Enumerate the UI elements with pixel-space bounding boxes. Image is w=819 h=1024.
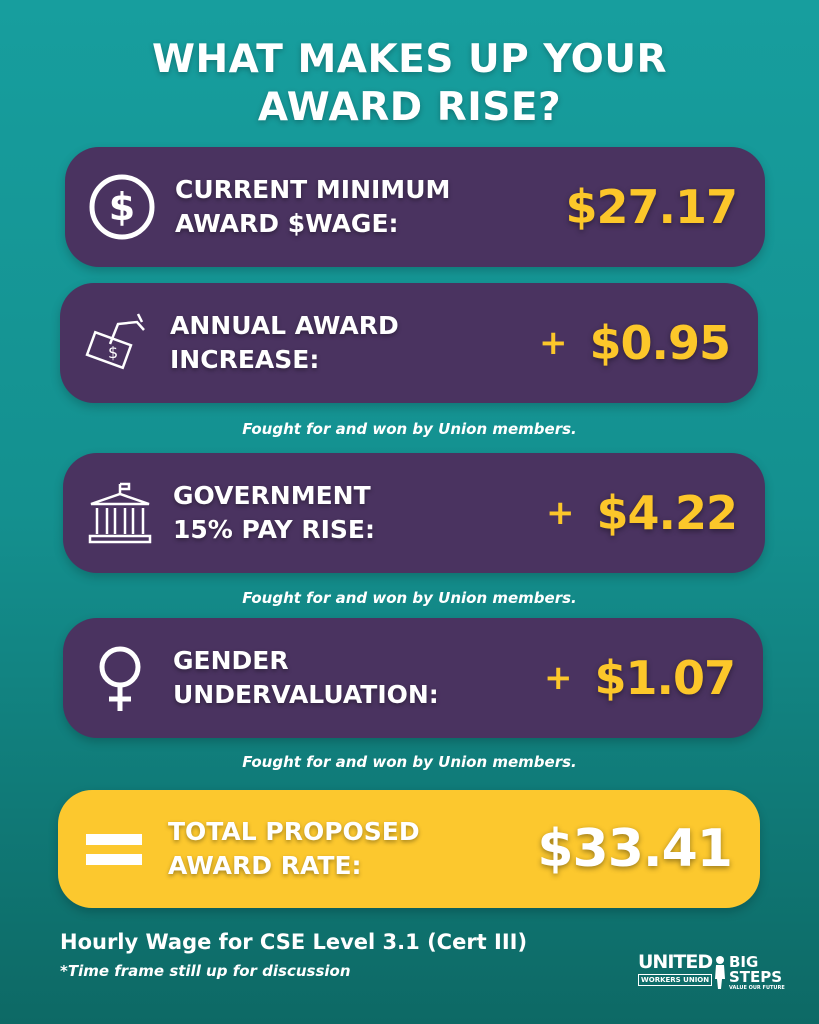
card-label: CURRENT MINIMUM AWARD $WAGE:: [175, 175, 451, 238]
plus-sign: +: [545, 493, 575, 533]
svg-text:$: $: [108, 343, 118, 362]
female-symbol-icon: [99, 646, 141, 711]
card-total: TOTAL PROPOSED AWARD RATE: $33.41: [58, 790, 760, 908]
card-label: TOTAL PROPOSED AWARD RATE:: [168, 817, 420, 880]
plus-sign: +: [543, 658, 573, 698]
big-steps-logo: BIG STEPS VALUE OUR FUTURE: [712, 955, 785, 991]
card-current-wage: $ CURRENT MINIMUM AWARD $WAGE: $27.17: [65, 147, 765, 267]
card-amount: $4.22: [596, 486, 738, 540]
card-amount: $27.17: [565, 180, 738, 234]
footer-wage-note: Hourly Wage for CSE Level 3.1 (Cert III): [60, 930, 528, 954]
card-gender-undervaluation: GENDER UNDERVALUATION: + $1.07: [63, 618, 763, 738]
card-amount: $0.95: [589, 316, 731, 370]
plus-sign: +: [538, 323, 568, 363]
caption: Fought for and won by Union members.: [242, 589, 577, 607]
caption: Fought for and won by Union members.: [242, 753, 577, 771]
card-amount: $1.07: [594, 651, 736, 705]
child-figure-icon: [715, 956, 725, 989]
caption: Fought for and won by Union members.: [242, 420, 577, 438]
dollar-coin-icon: $: [89, 174, 155, 240]
page-title: WHAT MAKES UP YOUR AWARD RISE?: [151, 37, 668, 130]
hand-money-icon: $: [85, 313, 145, 370]
card-label: GENDER UNDERVALUATION:: [173, 646, 439, 709]
card-label: GOVERNMENT 15% PAY RISE:: [173, 481, 375, 544]
united-workers-union-logo: UNITED WORKERS UNION: [638, 951, 713, 986]
card-label: ANNUAL AWARD INCREASE:: [170, 311, 399, 374]
card-annual-increase: $ ANNUAL AWARD INCREASE: + $0.95: [60, 283, 758, 403]
footer-timeframe-note: *Time frame still up for discussion: [60, 962, 351, 980]
svg-text:$: $: [109, 185, 135, 229]
equals-icon: [86, 834, 142, 865]
government-building-icon: [88, 482, 152, 544]
card-government-rise: GOVERNMENT 15% PAY RISE: + $4.22: [63, 453, 765, 573]
total-amount: $33.41: [537, 819, 733, 879]
